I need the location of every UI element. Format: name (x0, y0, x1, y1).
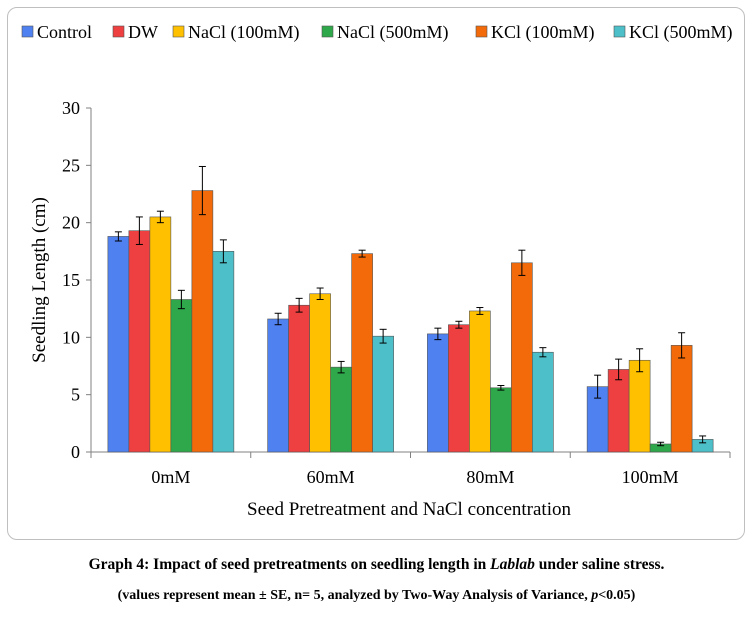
caption-note-prefix: (values represent mean ± SE, n= 5, analy… (117, 588, 592, 603)
y-tick-label: 10 (62, 327, 80, 347)
bar (191, 190, 214, 453)
legend-label: KCl (100mM) (491, 22, 595, 43)
bar (670, 345, 693, 453)
legend-swatch (321, 25, 334, 38)
bar (469, 310, 491, 453)
x-tick-label: 0mM (151, 467, 190, 487)
legend-swatch (21, 25, 34, 38)
bar (448, 324, 470, 453)
seedling-length-bar-chart: Control DW NaCl (100mM) NaCl (500mM) KCl (10… (21, 22, 733, 520)
legend-label: NaCl (100mM) (188, 22, 300, 43)
bar (107, 236, 130, 453)
y-tick-label: 20 (62, 213, 80, 233)
caption-note-suffix: <0.05) (598, 588, 636, 603)
bar (212, 251, 235, 453)
legend-label: Control (37, 22, 92, 42)
caption-note-p: p (591, 588, 599, 603)
bar (351, 253, 373, 453)
legend-swatch (172, 25, 185, 38)
caption-title-suffix: under saline stress. (534, 556, 665, 573)
y-tick-label: 5 (71, 385, 80, 405)
bar-series-group (107, 165, 714, 453)
legend-swatch (613, 25, 626, 38)
y-tick-label: 25 (62, 155, 80, 175)
bar (267, 318, 289, 453)
bar (149, 216, 172, 453)
legend-label: NaCl (500mM) (337, 22, 449, 43)
x-axis: 0mM 60mM 80mM 100mM (90, 451, 731, 487)
legend-label: DW (128, 22, 158, 42)
bar (607, 369, 630, 453)
bar (532, 351, 554, 453)
bar (427, 333, 449, 453)
caption-title-species: Lablab (490, 556, 535, 573)
y-tick-label: 15 (62, 270, 80, 290)
y-tick-label: 30 (62, 98, 80, 118)
legend-swatch (112, 25, 125, 38)
chart-legend: Control DW NaCl (100mM) NaCl (500mM) KCl (10… (21, 22, 733, 43)
legend-swatch (475, 25, 488, 38)
bar (628, 359, 651, 453)
caption-title-prefix: Graph 4: Impact of seed pretreatments on… (88, 556, 491, 573)
figure-caption-note: (values represent mean ± SE, n= 5, analy… (0, 588, 753, 604)
x-axis-title: Seed Pretreatment and NaCl concentration (247, 499, 571, 520)
legend-label: KCl (500mM) (629, 22, 733, 43)
y-axis-title: Seedling Length (cm) (29, 197, 50, 363)
bar (372, 335, 394, 453)
y-axis: 0 5 10 15 20 25 30 (62, 98, 92, 462)
bar (170, 299, 193, 453)
bar (490, 387, 512, 453)
bar (128, 230, 151, 453)
bar (511, 262, 533, 453)
bar (288, 304, 310, 453)
bar (330, 366, 352, 453)
figure-caption-title: Graph 4: Impact of seed pretreatments on… (0, 556, 753, 574)
y-tick-label: 0 (71, 442, 80, 462)
x-tick-label: 80mM (466, 467, 514, 487)
x-tick-label: 100mM (622, 467, 679, 487)
x-tick-label: 60mM (307, 467, 355, 487)
bar (309, 293, 331, 453)
